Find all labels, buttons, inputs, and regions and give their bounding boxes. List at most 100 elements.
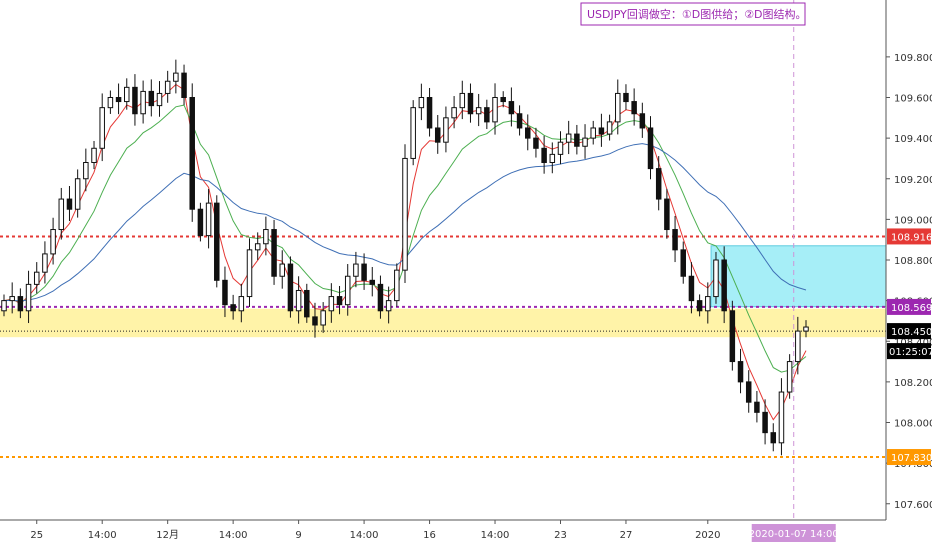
candle[interactable]: [230, 304, 236, 312]
candle[interactable]: [9, 296, 15, 302]
candle[interactable]: [336, 296, 343, 306]
candle[interactable]: [418, 97, 425, 109]
candle[interactable]: [631, 101, 637, 115]
candle[interactable]: [1, 300, 7, 312]
candle[interactable]: [680, 249, 686, 277]
candle[interactable]: [222, 279, 228, 306]
candle[interactable]: [42, 253, 48, 273]
candle[interactable]: [672, 229, 678, 251]
candle[interactable]: [181, 72, 187, 98]
candle[interactable]: [598, 127, 605, 135]
candle[interactable]: [238, 296, 245, 312]
candle[interactable]: [623, 92, 629, 103]
candle[interactable]: [434, 127, 441, 143]
candle[interactable]: [565, 133, 572, 143]
candle[interactable]: [655, 168, 662, 200]
candle[interactable]: [140, 90, 146, 115]
candle[interactable]: [533, 137, 539, 149]
candle[interactable]: [467, 92, 474, 115]
candle[interactable]: [197, 208, 204, 237]
candle[interactable]: [475, 107, 482, 115]
candle[interactable]: [549, 153, 556, 163]
candle[interactable]: [295, 289, 302, 312]
candle[interactable]: [377, 283, 384, 312]
candles-layer[interactable]: [1, 59, 809, 456]
candle[interactable]: [639, 113, 646, 129]
candle[interactable]: [66, 198, 73, 210]
candle[interactable]: [762, 411, 768, 434]
candle[interactable]: [778, 391, 785, 444]
candle[interactable]: [786, 361, 793, 393]
candle[interactable]: [410, 107, 416, 159]
candle[interactable]: [688, 275, 695, 302]
candle[interactable]: [729, 310, 736, 363]
candle[interactable]: [500, 97, 506, 103]
candle[interactable]: [58, 198, 65, 231]
candle[interactable]: [385, 300, 392, 312]
candle[interactable]: [99, 107, 105, 149]
candle[interactable]: [795, 330, 801, 363]
candle[interactable]: [91, 147, 97, 163]
candle[interactable]: [369, 279, 376, 285]
candle[interactable]: [443, 117, 449, 143]
candle[interactable]: [189, 97, 195, 210]
candle[interactable]: [205, 202, 212, 237]
candle[interactable]: [328, 296, 335, 312]
candle[interactable]: [279, 263, 285, 277]
candle[interactable]: [132, 86, 138, 115]
candle[interactable]: [713, 259, 719, 298]
candle[interactable]: [459, 92, 466, 109]
candle[interactable]: [304, 289, 310, 318]
candle[interactable]: [574, 133, 580, 147]
candle[interactable]: [156, 92, 163, 107]
candle[interactable]: [516, 113, 523, 129]
candle[interactable]: [254, 243, 261, 251]
candle[interactable]: [214, 202, 220, 281]
candle[interactable]: [83, 162, 89, 180]
candle[interactable]: [737, 361, 744, 383]
candle[interactable]: [353, 263, 359, 277]
candle[interactable]: [647, 127, 654, 170]
candle[interactable]: [705, 296, 711, 312]
candle[interactable]: [33, 271, 40, 285]
candle[interactable]: [590, 127, 596, 139]
candle[interactable]: [164, 80, 171, 94]
candle[interactable]: [344, 275, 351, 306]
candle[interactable]: [394, 269, 400, 302]
candle[interactable]: [124, 86, 130, 103]
candle[interactable]: [25, 283, 32, 312]
candle[interactable]: [426, 97, 433, 129]
candle[interactable]: [50, 229, 56, 255]
candle[interactable]: [287, 263, 294, 312]
candle[interactable]: [492, 97, 498, 123]
candle[interactable]: [74, 178, 81, 210]
candle[interactable]: [263, 229, 269, 245]
candle[interactable]: [664, 198, 670, 231]
candle[interactable]: [606, 121, 613, 135]
candle[interactable]: [696, 300, 703, 312]
candle[interactable]: [615, 92, 621, 123]
candle[interactable]: [557, 141, 564, 155]
candle[interactable]: [148, 90, 155, 107]
candle[interactable]: [115, 97, 122, 103]
time-axis[interactable]: 25 14:00 12月 14:00 9 14:00 16 14:00 23 27 2020: [30, 520, 721, 541]
candle[interactable]: [745, 381, 752, 403]
candle[interactable]: [541, 147, 547, 163]
candle[interactable]: [525, 127, 531, 139]
candle[interactable]: [17, 296, 24, 312]
candle[interactable]: [107, 97, 114, 109]
candle[interactable]: [312, 316, 318, 326]
candle[interactable]: [582, 137, 588, 147]
candle[interactable]: [320, 310, 326, 326]
candle[interactable]: [173, 72, 179, 82]
candle[interactable]: [721, 259, 727, 312]
candle[interactable]: [361, 263, 367, 281]
candle[interactable]: [508, 101, 515, 115]
candle[interactable]: [402, 157, 408, 271]
candle[interactable]: [803, 326, 809, 332]
candle[interactable]: [754, 401, 760, 413]
candle[interactable]: [271, 229, 277, 277]
candle[interactable]: [451, 107, 457, 119]
candle[interactable]: [246, 249, 253, 298]
